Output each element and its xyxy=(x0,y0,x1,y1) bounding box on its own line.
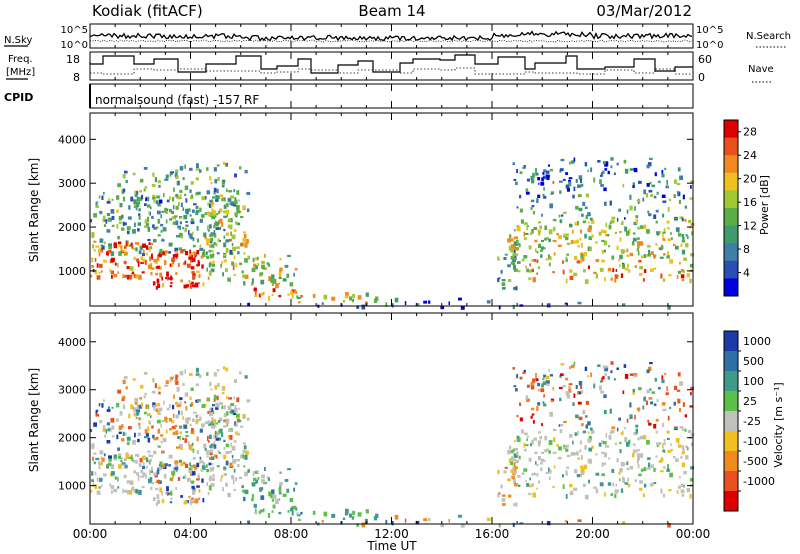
nsearch-label: N.Search xyxy=(746,31,791,42)
freq-label-line1: Freq. xyxy=(8,54,33,65)
colorbar-swatch xyxy=(724,137,738,156)
nsearch-tick-bottom: 10^0 xyxy=(696,40,723,51)
colorbar-swatch xyxy=(724,120,738,139)
power-ylabel: Slant Range [km] xyxy=(27,158,41,262)
colorbar-tick-label: -500 xyxy=(743,455,768,468)
colorbar-swatch xyxy=(724,155,738,174)
colorbar-swatch xyxy=(724,225,738,244)
colorbar-tick-label: 28 xyxy=(743,126,757,139)
velocity-colorbar: 1000 500 100 25 -25 -100 -500 -1000 xyxy=(723,330,775,512)
colorbar-swatch xyxy=(724,278,738,297)
freq-trace xyxy=(89,54,693,75)
colorbar-swatch xyxy=(724,391,738,412)
y-tick-label: 2000 xyxy=(58,221,86,234)
freq-tick-top: 18 xyxy=(66,53,80,66)
power-yticks: 4000 3000 2000 1000 xyxy=(58,133,693,278)
y-tick-label: 2000 xyxy=(58,432,86,445)
nsky-trace xyxy=(89,30,693,43)
colorbar-tick-label: -100 xyxy=(743,435,768,448)
nave-label: Nave xyxy=(748,64,774,75)
colorbar-tick-label: -1000 xyxy=(743,475,775,488)
colorbar-swatch xyxy=(724,208,738,227)
x-tick-label: 16:00 xyxy=(475,527,510,541)
nsky-tick-bottom: 10^0 xyxy=(61,40,88,51)
colorbar-swatch xyxy=(724,491,738,512)
colorbar-swatch xyxy=(724,371,738,392)
power-colorbar: 28 24 20 16 12 8 4 xyxy=(723,119,757,297)
date-title: 03/Mar/2012 xyxy=(596,2,692,20)
colorbar-swatch xyxy=(724,471,738,492)
colorbar-swatch xyxy=(724,190,738,209)
colorbar-swatch xyxy=(724,243,738,262)
y-tick-label: 1000 xyxy=(58,265,86,278)
colorbar-swatch xyxy=(724,431,738,452)
colorbar-swatch xyxy=(724,172,738,191)
beam-title: Beam 14 xyxy=(358,2,425,20)
colorbar-tick-label: 100 xyxy=(743,375,764,388)
colorbar-tick-label: 8 xyxy=(743,243,750,256)
colorbar-tick-label: 20 xyxy=(743,173,757,186)
nsky-label: N.Sky xyxy=(4,35,32,46)
station-title: Kodiak (fitACF) xyxy=(92,2,203,20)
nsky-tick-top: 10^5 xyxy=(61,25,88,36)
nsearch-tick-top: 10^5 xyxy=(696,25,723,36)
colorbar-tick-label: 16 xyxy=(743,196,757,209)
velocity-yticks: 4000 3000 2000 1000 xyxy=(58,336,693,493)
power-scatter xyxy=(90,157,695,310)
colorbar-tick-label: 25 xyxy=(743,395,757,408)
y-tick-label: 1000 xyxy=(58,480,86,493)
velocity-scatter xyxy=(90,361,695,528)
colorbar-tick-label: 4 xyxy=(743,267,750,280)
y-tick-label: 4000 xyxy=(58,133,86,146)
colorbar-tick-label: -25 xyxy=(743,415,761,428)
colorbar-swatch xyxy=(724,331,738,352)
velocity-ylabel: Slant Range [km] xyxy=(27,368,41,472)
cpid-text: normalsound (fast) -157 RF xyxy=(95,93,259,107)
nave-tick-bottom: 0 xyxy=(698,71,705,84)
y-tick-label: 4000 xyxy=(58,336,86,349)
colorbar-tick-label: 500 xyxy=(743,355,764,368)
x-tick-label: 00:00 xyxy=(676,527,711,541)
nave-tick-top: 60 xyxy=(698,53,712,66)
colorbar-tick-label: 1000 xyxy=(743,335,771,348)
x-tick-label: 00:00 xyxy=(73,527,108,541)
velocity-colorbar-label: Velocity [m s⁻¹] xyxy=(772,382,785,467)
x-tick-label: 20:00 xyxy=(575,527,610,541)
colorbar-swatch xyxy=(724,351,738,372)
colorbar-swatch xyxy=(724,411,738,432)
freq-tick-bottom: 8 xyxy=(73,71,80,84)
x-tick-label: 12:00 xyxy=(374,527,409,541)
y-tick-label: 3000 xyxy=(58,384,86,397)
power-colorbar-label: Power [dB] xyxy=(758,175,771,235)
colorbar-tick-label: 24 xyxy=(743,149,757,162)
x-tick-label: 08:00 xyxy=(274,527,309,541)
x-axis-ticks: 00:00 04:00 08:00 12:00 16:00 20:00 00:00 xyxy=(73,24,711,541)
colorbar-swatch xyxy=(724,260,738,279)
freq-label-line2: [MHz] xyxy=(6,67,35,78)
cpid-label: CPID xyxy=(4,91,33,104)
y-tick-label: 3000 xyxy=(58,177,86,190)
x-tick-label: 04:00 xyxy=(173,527,208,541)
x-axis-label: Time UT xyxy=(366,539,417,553)
colorbar-tick-label: 12 xyxy=(743,220,757,233)
colorbar-swatch xyxy=(724,451,738,472)
